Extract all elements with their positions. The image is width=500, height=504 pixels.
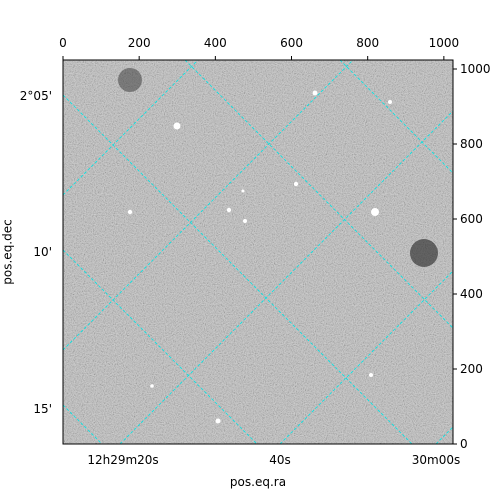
x-tick-label: 200	[128, 36, 151, 50]
ra-tick-label: 40s	[269, 453, 291, 467]
x-tick-label: 800	[356, 36, 379, 50]
grid-line	[63, 94, 413, 444]
y-tick-label: 200	[460, 362, 483, 376]
ra-tick-label: 12h29m20s	[87, 453, 158, 467]
ra-tick-label: 30m00s	[412, 453, 460, 467]
y-tick-label: 1000	[460, 62, 491, 76]
grid-line	[435, 426, 453, 444]
grid-line	[119, 110, 453, 444]
y-tick-label: 600	[460, 212, 483, 226]
x-tick-label: 1000	[429, 36, 460, 50]
y-tick-label: 0	[460, 437, 468, 451]
grid-line	[184, 60, 453, 329]
grid-line	[63, 404, 103, 444]
x-tick-label: 0	[59, 36, 67, 50]
grid-line	[63, 249, 258, 444]
x-tick-label: 400	[204, 36, 227, 50]
grid-line	[279, 270, 453, 444]
x-tick-label: 600	[280, 36, 303, 50]
y-tick-label: 400	[460, 287, 483, 301]
plot-frame	[62, 59, 454, 445]
coordinate-grid	[63, 60, 453, 444]
x-axis-label: pos.eq.ra	[230, 475, 286, 489]
y-tick-label: 800	[460, 137, 483, 151]
y-axis-label: pos.eq.dec	[1, 219, 15, 284]
dec-tick-label: 10'	[33, 245, 52, 259]
dec-tick-label: 15'	[33, 402, 52, 416]
grid-line	[63, 60, 199, 196]
grid-line	[63, 60, 354, 351]
dec-tick-label: 2°05'	[20, 89, 52, 103]
grid-line	[339, 60, 453, 174]
sky-image	[63, 60, 453, 444]
